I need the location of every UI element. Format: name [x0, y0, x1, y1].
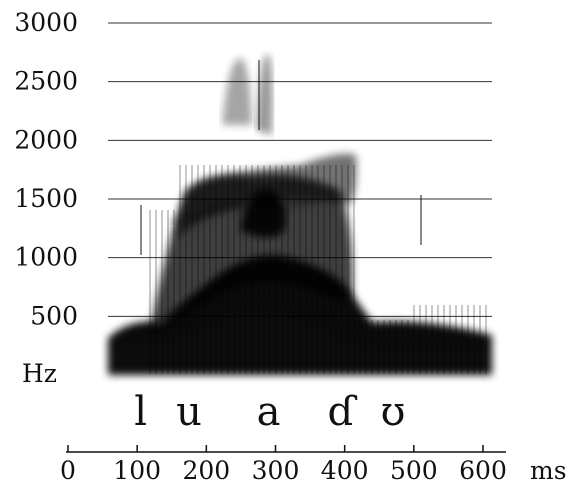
segment-label: a — [257, 389, 281, 435]
y-tick-label: 500 — [30, 301, 78, 330]
y-tick-label: 2500 — [14, 67, 78, 96]
spectrogram-energy — [108, 53, 492, 375]
segment-label: l — [134, 389, 147, 435]
y-tick-label: 1500 — [14, 184, 78, 213]
x-tick-label: 400 — [321, 456, 369, 485]
x-tick-label: 200 — [182, 456, 230, 485]
x-tick-label: 600 — [459, 456, 507, 485]
x-tick-label: 100 — [113, 456, 161, 485]
x-tick-label: 300 — [252, 456, 300, 485]
formant-F2 — [170, 196, 318, 226]
y-tick-label: 3000 — [14, 8, 78, 37]
y-unit-label: Hz — [22, 359, 57, 388]
x-axis: 0 100 200 300 400 500 600 — [60, 445, 507, 485]
y-axis: 3000 2500 2000 1500 1000 500 — [14, 8, 78, 330]
segment-label: u — [176, 389, 202, 435]
energy-region-4 — [222, 58, 252, 125]
energy-region-5 — [256, 53, 273, 135]
x-unit-label: ms — [530, 456, 567, 485]
y-tick-label: 1000 — [14, 243, 78, 272]
y-tick-label: 2000 — [14, 125, 78, 154]
segment-label: ɗ — [328, 389, 358, 435]
energy-region-1 — [108, 255, 492, 375]
formant-F1 — [115, 295, 484, 349]
x-tick-label: 0 — [60, 456, 76, 485]
segment-label: ʊ — [381, 389, 406, 435]
x-tick-label: 500 — [390, 456, 438, 485]
